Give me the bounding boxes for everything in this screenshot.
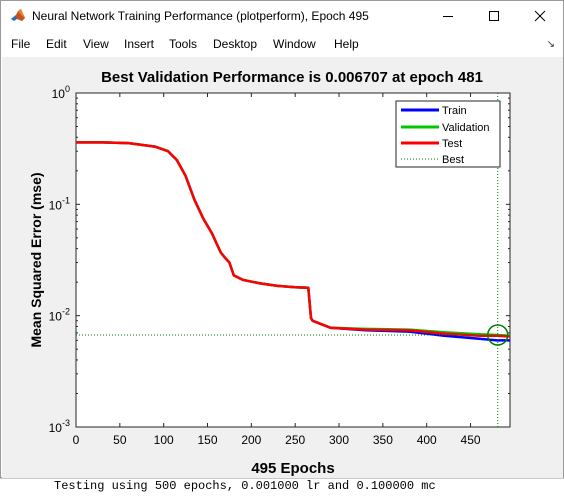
maximize-icon [489,11,499,21]
menu-window[interactable]: Window [273,37,316,51]
legend-box [395,100,501,168]
menu-file[interactable]: File [11,37,31,51]
maximize-button[interactable] [471,1,517,31]
menu-help[interactable]: Help [334,37,359,51]
command-window[interactable]: Testing using 500 epochs, 0.001000 lr an… [0,478,564,497]
y-tick-exponent: 0 [65,84,70,94]
figure-window: Neural Network Training Performance (plo… [0,0,564,478]
y-tick-base: 10 [49,421,63,435]
menu-insert[interactable]: Insert [124,37,155,51]
y-tick-label: 10-1 [49,195,70,212]
chart-title: Best Validation Performance is 0.006707 … [101,69,483,86]
y-tick-exponent: -3 [62,418,70,428]
y-tick-exponent: -1 [62,195,70,205]
y-axis-label: Mean Squared Error (mse) [28,172,44,347]
performance-chart[interactable]: Best Validation Performance is 0.006707 … [2,57,563,478]
y-tick-label: 100 [52,84,70,101]
x-tick-label: 400 [417,433,437,447]
command-output: Testing using 500 epochs, 0.001000 lr an… [54,479,436,493]
dock-arrow-icon[interactable]: ↘ [546,39,555,50]
plot-area [75,92,511,428]
menu-view[interactable]: View [83,37,109,51]
close-icon [534,10,546,22]
y-tick-base: 10 [49,198,63,212]
close-button[interactable] [517,1,563,31]
y-tick-exponent: -2 [62,307,70,317]
x-tick-label: 250 [285,433,305,447]
y-tick-base: 10 [49,310,63,324]
legend-test-label: Test [442,138,462,150]
legend-train-label: Train [442,105,467,117]
x-tick-label: 0 [73,433,80,447]
x-axis-label: 495 Epochs [251,460,334,477]
x-tick-label: 350 [373,433,393,447]
minimize-icon [443,16,453,17]
x-tick-label: 200 [241,433,261,447]
best-marker [486,324,509,346]
menu-edit[interactable]: Edit [46,37,67,51]
window-title: Neural Network Training Performance (plo… [32,9,369,23]
figure-canvas: Best Validation Performance is 0.006707 … [2,57,563,478]
menu-desktop[interactable]: Desktop [213,37,258,51]
x-tick-label: 300 [329,433,349,447]
x-tick-label: 450 [461,433,481,447]
matlab-icon [10,8,26,24]
x-tick-label: 150 [197,433,217,447]
legend[interactable]: Train Validation Test Best [395,100,501,168]
minimize-button[interactable] [425,1,471,31]
title-bar[interactable]: Neural Network Training Performance (plo… [1,1,563,31]
x-tick-label: 50 [113,433,127,447]
y-tick-label: 10-2 [49,307,70,324]
x-tick-label: 100 [154,433,174,447]
y-tick-base: 10 [52,87,66,101]
menu-bar: File Edit View Insert Tools Desktop Wind… [1,31,563,57]
series-line-test [76,141,511,338]
legend-validation-label: Validation [442,122,490,134]
best-marker-layer [76,93,510,427]
y-tick-label: 10-3 [49,418,70,435]
axis-ticks: 0 50 100 150 200 250 300 350 400 45010010-110-210… [49,84,510,447]
series-layer [76,141,511,342]
menu-tools[interactable]: Tools [169,37,198,51]
legend-best-label: Best [442,154,464,166]
